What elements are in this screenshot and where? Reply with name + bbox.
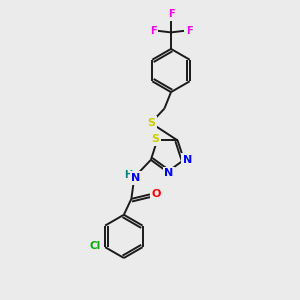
Text: O: O	[152, 189, 161, 200]
Text: N: N	[131, 173, 140, 183]
Text: F: F	[168, 9, 174, 20]
Text: N: N	[164, 168, 173, 178]
Text: Cl: Cl	[90, 241, 101, 251]
Text: H: H	[124, 170, 132, 180]
Text: N: N	[183, 155, 192, 165]
Text: S: S	[147, 118, 155, 128]
Text: F: F	[186, 26, 192, 36]
Text: S: S	[152, 134, 160, 144]
Text: F: F	[150, 26, 156, 36]
